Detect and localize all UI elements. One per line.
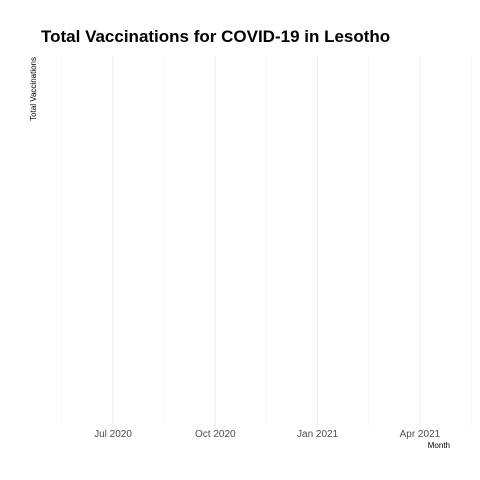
- x-tick-label: Oct 2020: [195, 429, 236, 440]
- x-axis-title: Month: [428, 441, 450, 450]
- x-tick-label: Apr 2021: [400, 429, 441, 440]
- x-axis-ticks: Jul 2020 Oct 2020 Jan 2021 Apr 2021: [94, 429, 441, 440]
- chart-title: Total Vaccinations for COVID-19 in Lesot…: [41, 27, 391, 46]
- x-tick-label: Jan 2021: [297, 429, 339, 440]
- x-tick-label: Jul 2020: [94, 429, 132, 440]
- grid-lines: [61, 56, 472, 426]
- y-axis-title: Total Vaccinations: [29, 57, 38, 121]
